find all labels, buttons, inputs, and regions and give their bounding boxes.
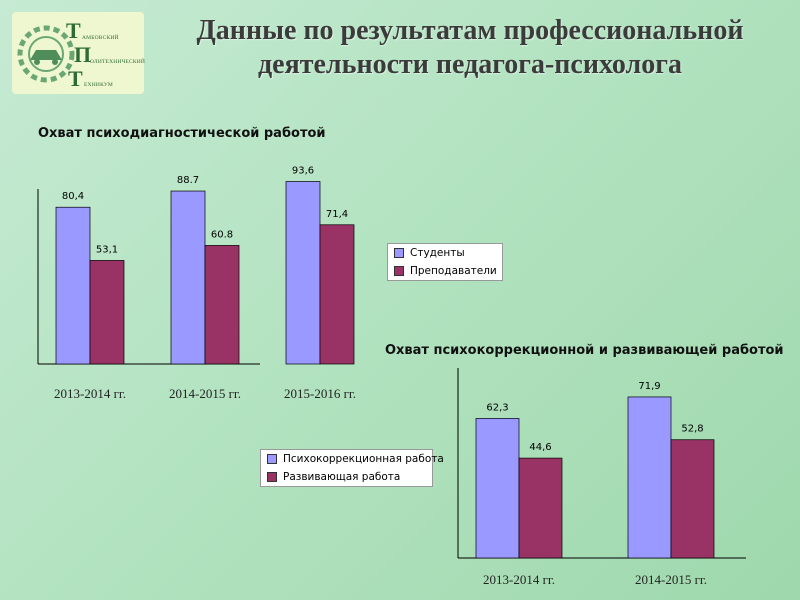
logo-letter: П (74, 42, 92, 67)
chart2-category-label: 2013-2014 гг. (482, 572, 556, 587)
college-logo: Т АМБОВСКИЙ П ОЛИТЕХНИЧЕСКИЙ Т ЕХНИКУМ (12, 12, 146, 94)
chart2-bar (518, 457, 563, 559)
chart1-legend: Студенты Преподаватели (387, 243, 503, 281)
chart2-title: Охват психокоррекционной и развивающей р… (385, 343, 784, 358)
chart2-data-label: 62,3 (486, 402, 508, 413)
chart2-bar (670, 439, 715, 559)
legend-label: Преподаватели (410, 265, 497, 277)
chart1-bar (204, 245, 240, 365)
chart1-bar (89, 260, 125, 365)
logo-letter: Т (68, 66, 83, 91)
legend-swatch (267, 454, 277, 464)
legend-item: Психокоррекционная работа (261, 450, 444, 468)
legend-item: Студенты (388, 244, 502, 262)
chart2-data-label: 52,8 (681, 424, 703, 435)
chart1-bar (55, 206, 91, 365)
chart1-category-label: 2015-2016 гг. (283, 386, 357, 401)
chart1-data-label: 80,4 (62, 191, 84, 202)
logo-letter: Т (66, 18, 81, 43)
legend-label: Развивающая работа (283, 471, 401, 483)
page-title: Данные по результатам профессиональной д… (150, 14, 790, 82)
chart1-title: Охват психодиагностической работой (38, 126, 326, 141)
chart1-data-label: 88.7 (177, 175, 199, 186)
chart1-data-label: 60.8 (211, 229, 233, 240)
chart2-data-label: 44,6 (529, 442, 551, 453)
legend-label: Студенты (410, 247, 465, 259)
legend-item: Преподаватели (388, 262, 502, 280)
chart1-bar (170, 190, 206, 365)
legend-item: Развивающая работа (261, 468, 432, 486)
logo-word: АМБОВСКИЙ (82, 35, 119, 41)
chart1-bar (319, 224, 355, 365)
legend-swatch (394, 266, 404, 276)
legend-swatch (394, 248, 404, 258)
chart2-category-label: 2014-2015 гг. (634, 572, 708, 587)
legend-label: Психокоррекционная работа (283, 453, 444, 465)
chart1-category-label: 2013-2014 гг. (53, 386, 127, 401)
logo-word: ОЛИТЕХНИЧЕСКИЙ (90, 59, 146, 65)
page-title-line: Данные по результатам профессиональной (196, 15, 744, 46)
chart2-legend: Психокоррекционная работа Развивающая ра… (260, 449, 444, 487)
chart1-bar (285, 181, 321, 365)
chart2-bar (475, 418, 520, 559)
logo-word: ЕХНИКУМ (84, 82, 114, 88)
chart1-data-label: 53,1 (96, 244, 118, 255)
chart1-category-label: 2014-2015 гг. (168, 386, 242, 401)
chart2-bar (627, 396, 672, 559)
chart1-data-label: 93,6 (292, 165, 314, 176)
legend-swatch (267, 472, 277, 482)
gear-icon (17, 25, 75, 83)
chart2-data-label: 71,9 (638, 381, 660, 392)
page-title-line: деятельности педагога-психолога (258, 49, 682, 80)
chart1-data-label: 71,4 (326, 209, 348, 220)
